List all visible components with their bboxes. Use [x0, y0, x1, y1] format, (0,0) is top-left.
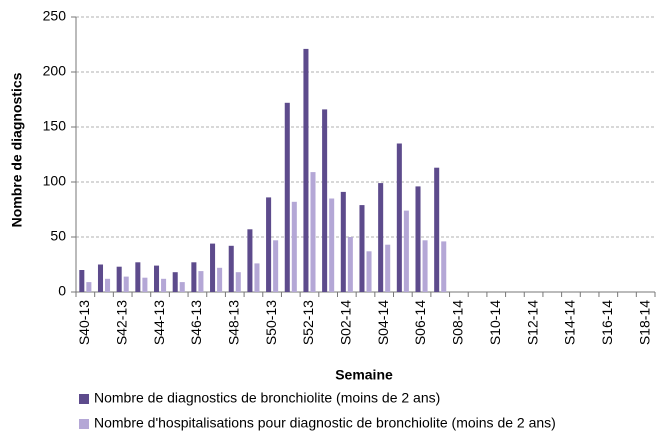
x-tick-label: S52-13	[300, 300, 316, 345]
x-tick-label: S08-14	[450, 300, 466, 345]
bar	[347, 237, 353, 292]
legend-label: Nombre de diagnostics de bronchiolite (m…	[94, 390, 440, 406]
bar	[366, 251, 372, 292]
bar	[359, 205, 365, 292]
bar	[86, 282, 92, 292]
y-axis-title: Nombre de diagnostics	[9, 72, 25, 227]
bar	[198, 271, 204, 292]
bar	[403, 210, 409, 292]
y-tick-label: 200	[43, 63, 67, 79]
bar	[142, 277, 148, 292]
x-tick-label: S48-13	[225, 300, 241, 345]
legend-label: Nombre d'hospitalisations pour diagnosti…	[94, 415, 556, 431]
x-axis-title: Semaine	[335, 367, 393, 383]
bar	[191, 262, 197, 292]
x-tick-label: S06-14	[412, 300, 428, 345]
legend-swatch	[79, 419, 89, 429]
x-tick-label: S50-13	[263, 300, 279, 345]
x-tick-label: S10-14	[487, 300, 503, 345]
bar	[434, 167, 440, 292]
bar	[441, 241, 447, 292]
bar	[217, 267, 223, 292]
x-tick-label: S44-13	[151, 300, 167, 345]
bar	[210, 243, 216, 292]
bar	[378, 183, 384, 292]
bar	[161, 278, 167, 292]
bar	[228, 245, 234, 292]
y-tick-label: 0	[58, 283, 66, 299]
x-tick-label: S46-13	[188, 300, 204, 345]
bar	[235, 272, 241, 292]
legend-swatch	[79, 394, 89, 404]
bar	[310, 172, 316, 292]
x-tick-label: S14-14	[562, 300, 578, 345]
bar	[123, 276, 129, 292]
x-tick-label: S02-14	[338, 300, 354, 345]
bar	[273, 240, 279, 292]
bar	[79, 270, 85, 292]
bar	[154, 265, 160, 292]
bar	[97, 264, 104, 292]
bar	[172, 272, 178, 292]
bar	[385, 244, 391, 292]
bar	[116, 266, 122, 292]
bar	[284, 102, 290, 292]
x-tick-label: S04-14	[375, 300, 391, 345]
x-tick-label: S12-14	[524, 300, 540, 345]
bar	[247, 229, 253, 292]
bar	[422, 240, 428, 292]
bar	[396, 143, 402, 292]
bar	[254, 263, 260, 292]
bar	[291, 201, 297, 292]
bar	[266, 197, 272, 292]
y-tick-label: 250	[43, 8, 67, 24]
bar	[340, 191, 346, 292]
bar	[135, 262, 141, 292]
bar	[105, 278, 111, 292]
x-tick-label: S18-14	[636, 300, 652, 345]
bar	[179, 282, 185, 292]
bar	[329, 198, 335, 292]
bar	[303, 48, 309, 293]
bar	[415, 186, 421, 292]
y-tick-label: 50	[50, 228, 66, 244]
bar	[322, 109, 328, 293]
y-tick-label: 150	[43, 118, 67, 134]
x-tick-label: S40-13	[76, 300, 92, 345]
x-tick-label: S16-14	[599, 300, 615, 345]
x-tick-label: S42-13	[113, 300, 129, 345]
y-tick-label: 100	[43, 173, 67, 189]
